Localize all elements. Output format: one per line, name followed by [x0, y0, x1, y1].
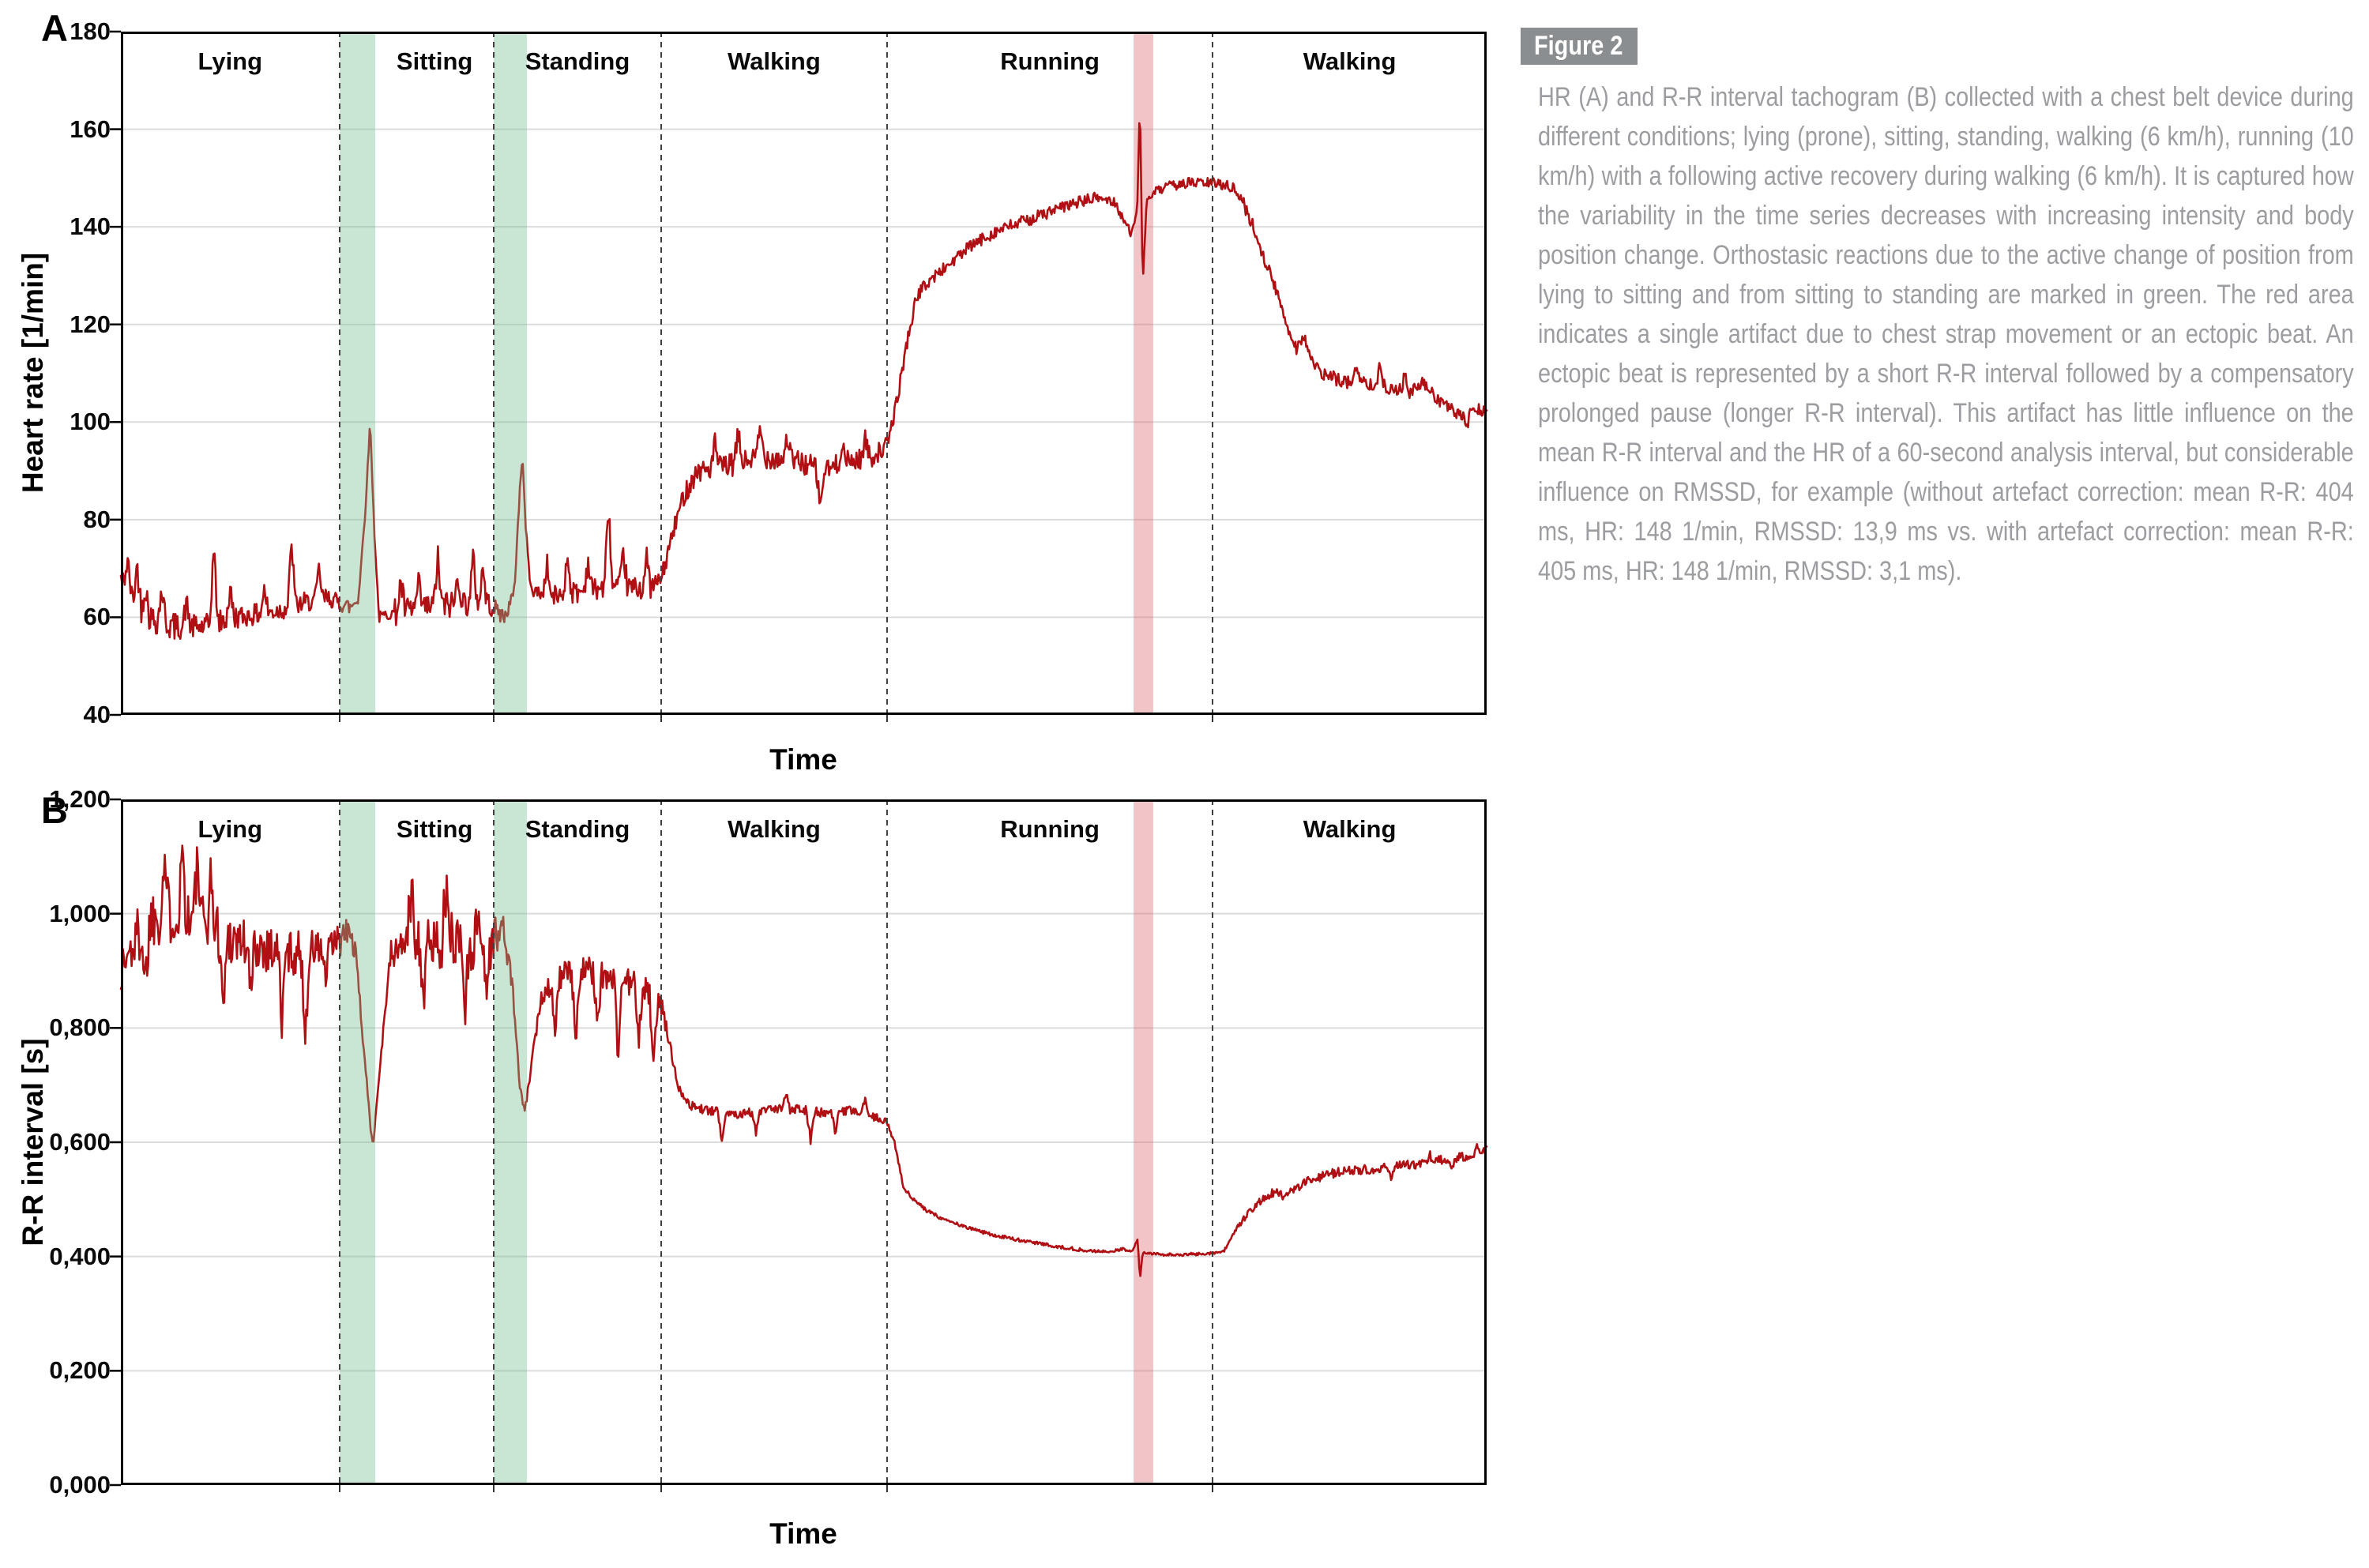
activity-label-running-A: Running: [1000, 47, 1100, 75]
y-tick-label-A: 40: [83, 701, 111, 728]
y-tick-label-A: 180: [70, 17, 111, 45]
activity-label-standing-B: Standing: [525, 815, 630, 843]
y-tick-label-B: 1,000: [49, 899, 111, 927]
y-tick-label-A: 120: [70, 310, 111, 338]
y-tick-label-B: 0,400: [49, 1242, 111, 1270]
activity-label-sitting-B: Sitting: [396, 815, 473, 843]
artifact-band: [1134, 32, 1153, 715]
activity-label-walking-B: Walking: [728, 815, 821, 843]
y-tick-label-A: 100: [70, 408, 111, 436]
y-tick-label-B: 0,000: [49, 1471, 111, 1498]
figure-number-label: Figure 2: [1534, 31, 1623, 61]
panel-b-label: B: [41, 789, 68, 831]
activity-label-walking-B: Walking: [1303, 815, 1397, 843]
y-tick-label-B: 0,600: [49, 1128, 111, 1156]
y-tick-label-B: 1,200: [49, 785, 111, 813]
orthostatic-band: [494, 799, 528, 1485]
chart-a-time-axis-title: Time: [769, 743, 837, 776]
y-tick-label-A: 140: [70, 212, 111, 241]
activity-label-walking-A: Walking: [1303, 47, 1397, 75]
activity-label-lying-B: Lying: [197, 815, 263, 843]
artifact-band: [1134, 799, 1153, 1485]
activity-label-lying-A: Lying: [197, 47, 263, 75]
activity-label-sitting-A: Sitting: [396, 47, 473, 75]
figure-number-tag: Figure 2: [1521, 28, 1638, 65]
panel-a-label: A: [41, 7, 68, 49]
y-tick-label-A: 80: [83, 505, 111, 533]
chart-plot-area-A: [110, 30, 1488, 722]
chart-plot-area-B: [110, 798, 1488, 1492]
rr-interval-chart: [110, 798, 1488, 1492]
y-tick-label-A: 160: [70, 115, 111, 143]
orthostatic-band: [494, 32, 528, 715]
chart-b-time-axis-title: Time: [769, 1517, 837, 1550]
r-r-interval-line: [119, 844, 1488, 1277]
activity-label-running-B: Running: [1000, 815, 1100, 843]
orthostatic-band: [339, 799, 376, 1485]
orthostatic-band: [339, 32, 376, 715]
figure-caption: HR (A) and R-R interval tachogram (B) co…: [1538, 82, 2354, 586]
plot-border: [121, 32, 1487, 715]
y-tick-label-B: 0,800: [49, 1013, 111, 1042]
y-tick-label-A: 60: [83, 603, 111, 631]
plot-border: [121, 799, 1487, 1485]
heart-rate-axis-title: Heart rate [1/min]: [17, 252, 49, 494]
activity-label-walking-A: Walking: [728, 47, 821, 75]
y-tick-label-B: 0,200: [49, 1356, 111, 1385]
activity-label-standing-A: Standing: [525, 47, 630, 75]
heart-rate-line: [119, 122, 1488, 641]
heart-rate-chart: [110, 30, 1488, 722]
